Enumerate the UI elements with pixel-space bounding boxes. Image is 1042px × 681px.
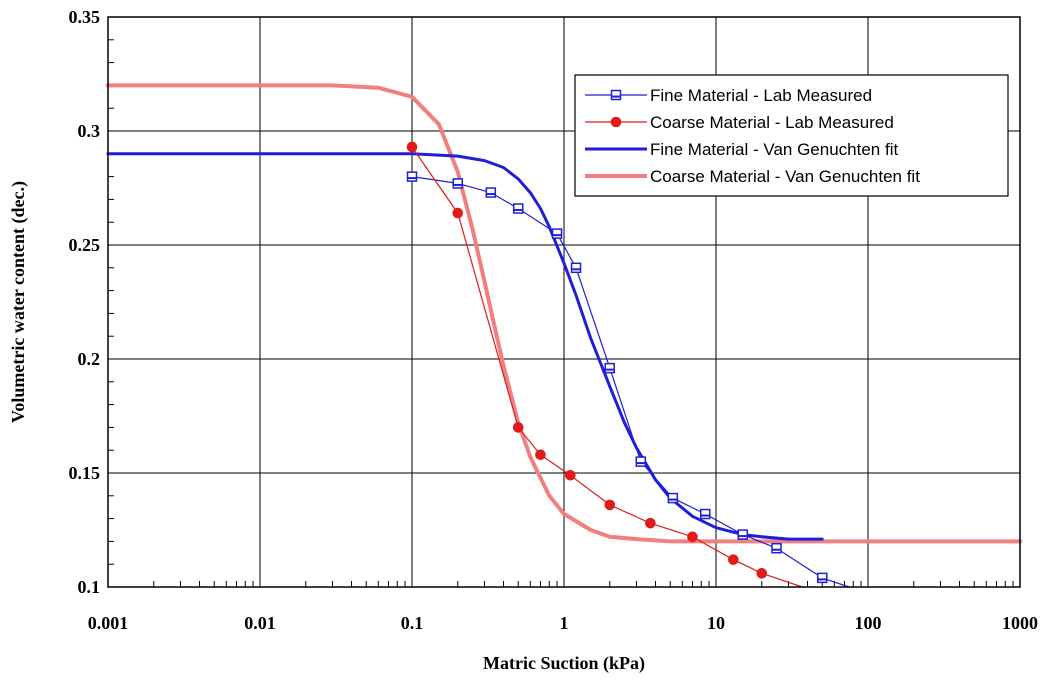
series-line bbox=[106, 152, 824, 541]
data-point bbox=[771, 542, 782, 554]
series-0 bbox=[406, 171, 850, 588]
data-point bbox=[485, 187, 497, 198]
legend-box bbox=[574, 74, 1009, 197]
x-tick-label: 1 bbox=[560, 613, 569, 633]
series-1 bbox=[406, 141, 804, 588]
data-point bbox=[756, 568, 768, 579]
legend-item: Coarse Material - Lab Measured bbox=[585, 113, 894, 132]
x-tick-label: 0.1 bbox=[401, 613, 424, 633]
data-point bbox=[700, 508, 711, 520]
legend: Fine Material - Lab Measured Coarse Mater… bbox=[574, 74, 1009, 197]
data-point bbox=[535, 449, 546, 461]
data-point bbox=[452, 178, 464, 189]
series-line bbox=[411, 176, 850, 588]
data-point bbox=[570, 262, 582, 274]
legend-label: Coarse Material - Lab Measured bbox=[650, 113, 894, 132]
legend-marker bbox=[610, 116, 622, 128]
data-point bbox=[604, 362, 616, 374]
x-tick-label: 0.001 bbox=[88, 613, 129, 633]
y-tick-label: 0.1 bbox=[78, 577, 101, 597]
series-2 bbox=[106, 152, 824, 541]
y-tick-label: 0.3 bbox=[78, 121, 101, 141]
data-point bbox=[737, 529, 749, 540]
series-layer bbox=[106, 83, 1022, 588]
y-tick-label: 0.35 bbox=[69, 7, 101, 27]
data-point bbox=[452, 207, 464, 219]
legend-label: Fine Material - Lab Measured bbox=[650, 86, 872, 105]
data-point bbox=[551, 228, 563, 239]
data-point bbox=[564, 469, 576, 481]
y-tick-labels: 0.1 0.15 0.2 0.25 0.3 0.35 bbox=[69, 7, 101, 597]
y-tick-label: 0.2 bbox=[78, 349, 101, 369]
data-point bbox=[406, 141, 418, 153]
legend-item: Coarse Material - Van Genuchten fit bbox=[585, 167, 920, 186]
legend-label: Fine Material - Van Genuchten fit bbox=[650, 140, 898, 159]
x-axis-title: Matric Suction (kPa) bbox=[483, 653, 645, 674]
legend-marker bbox=[610, 89, 622, 101]
legend-item: Fine Material - Lab Measured bbox=[585, 86, 872, 105]
data-point bbox=[816, 572, 828, 584]
data-point bbox=[645, 517, 656, 529]
data-point bbox=[512, 203, 524, 214]
data-point bbox=[667, 492, 679, 504]
data-point bbox=[406, 171, 418, 182]
x-tick-label: 10 bbox=[707, 613, 725, 633]
plot-area-frame bbox=[107, 16, 1021, 588]
legend-item: Fine Material - Van Genuchten fit bbox=[585, 140, 898, 159]
data-point bbox=[604, 499, 616, 511]
data-point bbox=[512, 422, 524, 433]
x-tick-label: 1000 bbox=[1002, 613, 1038, 633]
x-tick-label: 100 bbox=[855, 613, 882, 633]
data-point bbox=[635, 456, 647, 467]
y-tick-label: 0.25 bbox=[69, 235, 101, 255]
legend-label: Coarse Material - Van Genuchten fit bbox=[650, 167, 920, 186]
x-tick-label: 0.01 bbox=[244, 613, 276, 633]
x-tick-labels: 0.001 0.01 0.1 1 10 100 1000 bbox=[88, 613, 1038, 633]
y-tick-label: 0.15 bbox=[69, 463, 101, 483]
y-axis-title: Volumetric water content (dec.) bbox=[8, 181, 29, 423]
data-point bbox=[687, 531, 698, 543]
data-point bbox=[728, 554, 739, 565]
